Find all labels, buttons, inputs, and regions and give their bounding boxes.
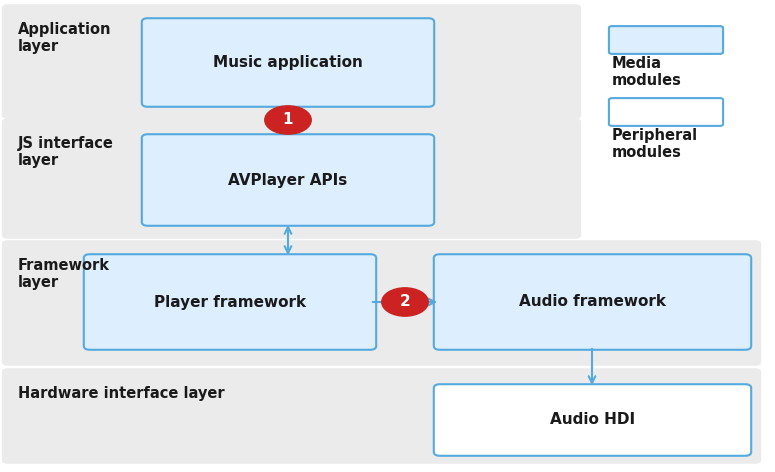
- Text: 2: 2: [400, 295, 411, 310]
- Text: JS interface
layer: JS interface layer: [18, 136, 114, 169]
- FancyBboxPatch shape: [2, 368, 761, 464]
- FancyBboxPatch shape: [2, 4, 581, 119]
- Circle shape: [382, 288, 429, 316]
- Text: Application
layer: Application layer: [18, 22, 112, 54]
- Text: AVPlayer APIs: AVPlayer APIs: [229, 172, 348, 187]
- FancyBboxPatch shape: [142, 18, 434, 107]
- Text: Audio framework: Audio framework: [519, 295, 666, 310]
- FancyBboxPatch shape: [84, 254, 376, 350]
- FancyBboxPatch shape: [2, 240, 761, 366]
- Text: Hardware interface layer: Hardware interface layer: [18, 386, 225, 401]
- Text: Audio HDI: Audio HDI: [550, 413, 635, 428]
- FancyBboxPatch shape: [434, 384, 751, 456]
- Text: Framework
layer: Framework layer: [18, 258, 110, 290]
- FancyBboxPatch shape: [609, 26, 723, 54]
- Text: Media
modules: Media modules: [612, 56, 682, 88]
- FancyBboxPatch shape: [434, 254, 751, 350]
- FancyBboxPatch shape: [142, 134, 434, 226]
- Text: Player framework: Player framework: [154, 295, 306, 310]
- Circle shape: [265, 106, 312, 134]
- Text: Peripheral
modules: Peripheral modules: [612, 128, 698, 160]
- FancyBboxPatch shape: [609, 98, 723, 126]
- Text: 1: 1: [283, 112, 293, 127]
- FancyBboxPatch shape: [2, 118, 581, 239]
- Text: Music application: Music application: [213, 55, 363, 70]
